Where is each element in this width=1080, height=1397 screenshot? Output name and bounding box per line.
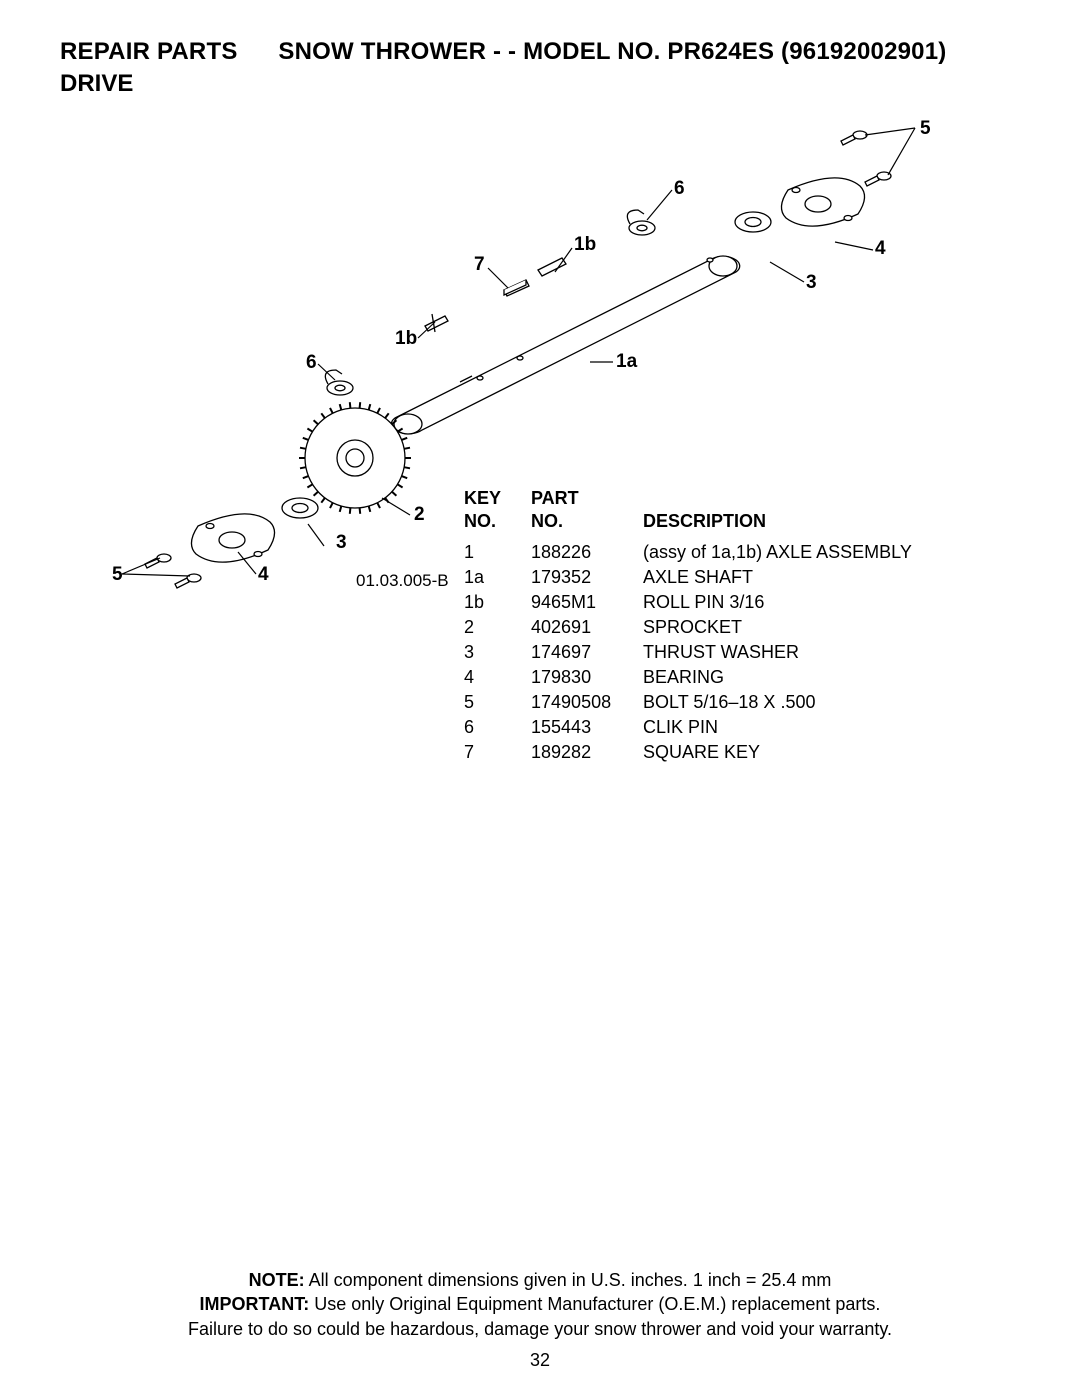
cell-part: 189282 (531, 741, 641, 764)
part-washer-right (735, 212, 771, 232)
table-row: 2402691SPROCKET (464, 616, 940, 639)
cell-desc: BEARING (643, 666, 940, 689)
part-bearing-left (191, 514, 274, 562)
leader-line (770, 262, 804, 282)
important-text: Use only Original Equipment Manufacturer… (309, 1294, 880, 1314)
table-row: 1188226(assy of 1a,1b) AXLE ASSEMBLY (464, 541, 940, 564)
part-bolt-left-a (145, 554, 171, 568)
footer-line3: Failure to do so could be hazardous, dam… (0, 1317, 1080, 1341)
leader-line (865, 128, 915, 135)
leader-line (308, 524, 324, 546)
callout-lbl-6-left: 6 (306, 352, 317, 373)
leader-line (888, 128, 915, 175)
callout-lbl-3-right: 3 (806, 272, 817, 293)
cell-desc: ROLL PIN 3/16 (643, 591, 940, 614)
header-part: PARTNO. (531, 487, 641, 539)
table-row: 1b9465M1ROLL PIN 3/16 (464, 591, 940, 614)
part-washer-left (282, 498, 318, 518)
page-number: 32 (0, 1350, 1080, 1371)
title-snow-thrower: SNOW THROWER - - MODEL NO. (244, 38, 660, 65)
callout-lbl-6-top: 6 (674, 178, 685, 199)
cell-key: 2 (464, 616, 529, 639)
table-row: 6155443CLIK PIN (464, 716, 940, 739)
table-row: 3174697THRUST WASHER (464, 641, 940, 664)
part-clikpin-left (325, 370, 353, 395)
footer-important: IMPORTANT: Use only Original Equipment M… (0, 1292, 1080, 1316)
note-text: All component dimensions given in U.S. i… (305, 1270, 832, 1290)
callout-lbl-1b-mid: 1b (395, 328, 417, 349)
cell-key: 7 (464, 741, 529, 764)
title-repair-parts: REPAIR PARTS (60, 38, 238, 65)
cell-part: 179830 (531, 666, 641, 689)
callout-lbl-3-left: 3 (336, 532, 347, 553)
section-title: DRIVE (60, 70, 1020, 98)
cell-part: 188226 (531, 541, 641, 564)
callout-lbl-4-right: 4 (875, 238, 886, 259)
cell-key: 1b (464, 591, 529, 614)
cell-key: 4 (464, 666, 529, 689)
cell-desc: SPROCKET (643, 616, 940, 639)
callout-lbl-1b-top: 1b (574, 234, 596, 255)
part-bolt-top-b (865, 172, 891, 186)
part-axle-shaft (391, 256, 739, 434)
callout-lbl-7: 7 (474, 254, 485, 275)
cell-desc: AXLE SHAFT (643, 566, 940, 589)
leader-line (835, 242, 873, 250)
cell-desc: BOLT 5/16–18 X .500 (643, 691, 940, 714)
table-row: 517490508BOLT 5/16–18 X .500 (464, 691, 940, 714)
cell-part: 9465M1 (531, 591, 641, 614)
leader-line (122, 558, 160, 574)
header-desc: DESCRIPTION (643, 487, 940, 539)
title-serial: (96192002901) (781, 38, 946, 65)
cell-part: 17490508 (531, 691, 641, 714)
leader-line (382, 498, 410, 515)
drawing-code: 01.03.005-B (356, 571, 449, 590)
cell-key: 3 (464, 641, 529, 664)
cell-part: 174697 (531, 641, 641, 664)
cell-part: 155443 (531, 716, 641, 739)
page-title-row: REPAIR PARTS SNOW THROWER - - MODEL NO. … (60, 38, 1020, 66)
parts-table: KEYNO. PARTNO. DESCRIPTION 1188226(assy … (462, 485, 942, 766)
cell-desc: SQUARE KEY (643, 741, 940, 764)
leader-line (122, 574, 190, 576)
footer: NOTE: All component dimensions given in … (0, 1268, 1080, 1341)
part-clikpin-top (627, 210, 655, 235)
cell-part: 179352 (531, 566, 641, 589)
leader-line (488, 268, 508, 288)
cell-desc: THRUST WASHER (643, 641, 940, 664)
table-row: 4179830BEARING (464, 666, 940, 689)
callout-lbl-4-left: 4 (258, 564, 269, 585)
cell-desc: CLIK PIN (643, 716, 940, 739)
part-bolt-top-a (841, 131, 867, 145)
cell-key: 5 (464, 691, 529, 714)
cell-key: 1a (464, 566, 529, 589)
leader-line (418, 322, 435, 338)
cell-key: 6 (464, 716, 529, 739)
parts-header-row: KEYNO. PARTNO. DESCRIPTION (464, 487, 940, 539)
cell-key: 1 (464, 541, 529, 564)
table-row: 1a179352AXLE SHAFT (464, 566, 940, 589)
title-model: PR624ES (667, 38, 774, 65)
part-rollpin-top (538, 258, 566, 276)
table-row: 7189282SQUARE KEY (464, 741, 940, 764)
footer-note: NOTE: All component dimensions given in … (0, 1268, 1080, 1292)
callout-lbl-5-left: 5 (112, 564, 123, 585)
cell-desc: (assy of 1a,1b) AXLE ASSEMBLY (643, 541, 940, 564)
part-rollpin-mid (425, 314, 448, 332)
cell-part: 402691 (531, 616, 641, 639)
page: REPAIR PARTS SNOW THROWER - - MODEL NO. … (0, 0, 1080, 1397)
leader-line (647, 190, 672, 220)
part-bearing-right (781, 178, 864, 226)
callout-lbl-1a: 1a (616, 351, 638, 372)
important-label: IMPORTANT: (200, 1294, 310, 1314)
callout-lbl-5-right: 5 (920, 118, 931, 139)
header-key: KEYNO. (464, 487, 529, 539)
callout-lbl-2: 2 (414, 504, 425, 525)
note-label: NOTE: (249, 1270, 305, 1290)
